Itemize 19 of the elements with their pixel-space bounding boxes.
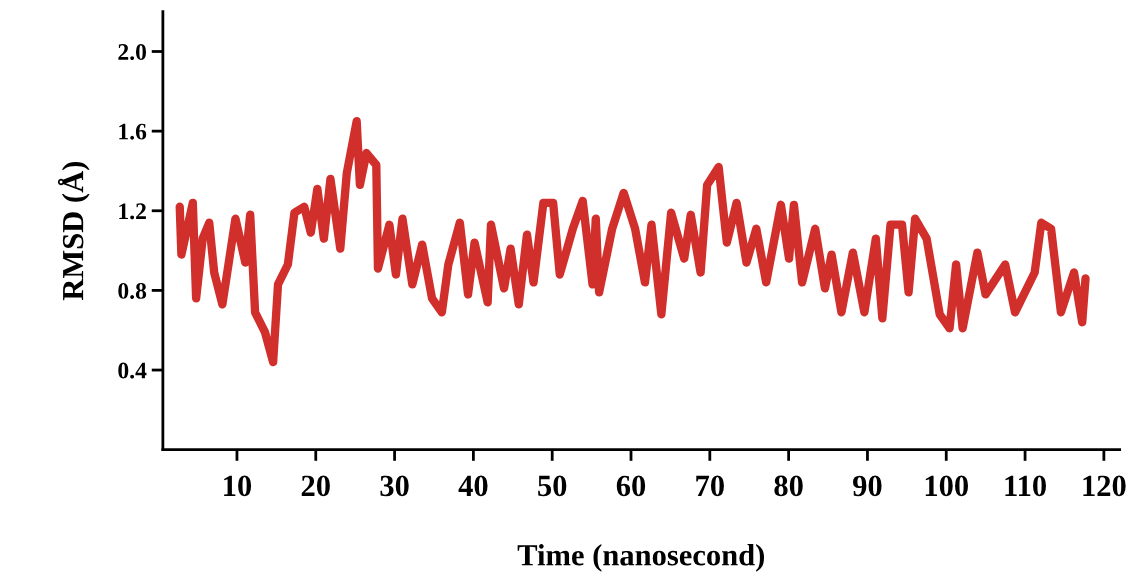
y-tick-label: 1.6 xyxy=(119,123,147,140)
x-axis-title: Time (nanosecond) xyxy=(517,544,764,572)
x-tick-label: 60 xyxy=(616,475,646,497)
x-tick-label: 40 xyxy=(458,475,488,497)
x-tick-label: 20 xyxy=(301,475,330,497)
x-tick-label: 10 xyxy=(224,475,252,497)
y-tick-label: 1.2 xyxy=(119,203,146,220)
x-tick-label: 90 xyxy=(853,475,882,497)
x-tick-label: 70 xyxy=(696,475,724,497)
x-tick-label: 30 xyxy=(380,475,409,497)
y-tick-label: 0.8 xyxy=(118,282,147,299)
x-tick-label: 100 xyxy=(925,475,969,497)
y-tick-label: 0.4 xyxy=(118,362,147,379)
x-tick-label: 80 xyxy=(774,475,803,497)
y-tick-label: 2.0 xyxy=(118,43,146,61)
y-axis-title: RMSD (Å) xyxy=(57,162,90,301)
x-tick-label: 50 xyxy=(538,475,567,497)
x-tick-label: 110 xyxy=(1005,475,1046,497)
x-tick-label: 120 xyxy=(1083,475,1126,497)
